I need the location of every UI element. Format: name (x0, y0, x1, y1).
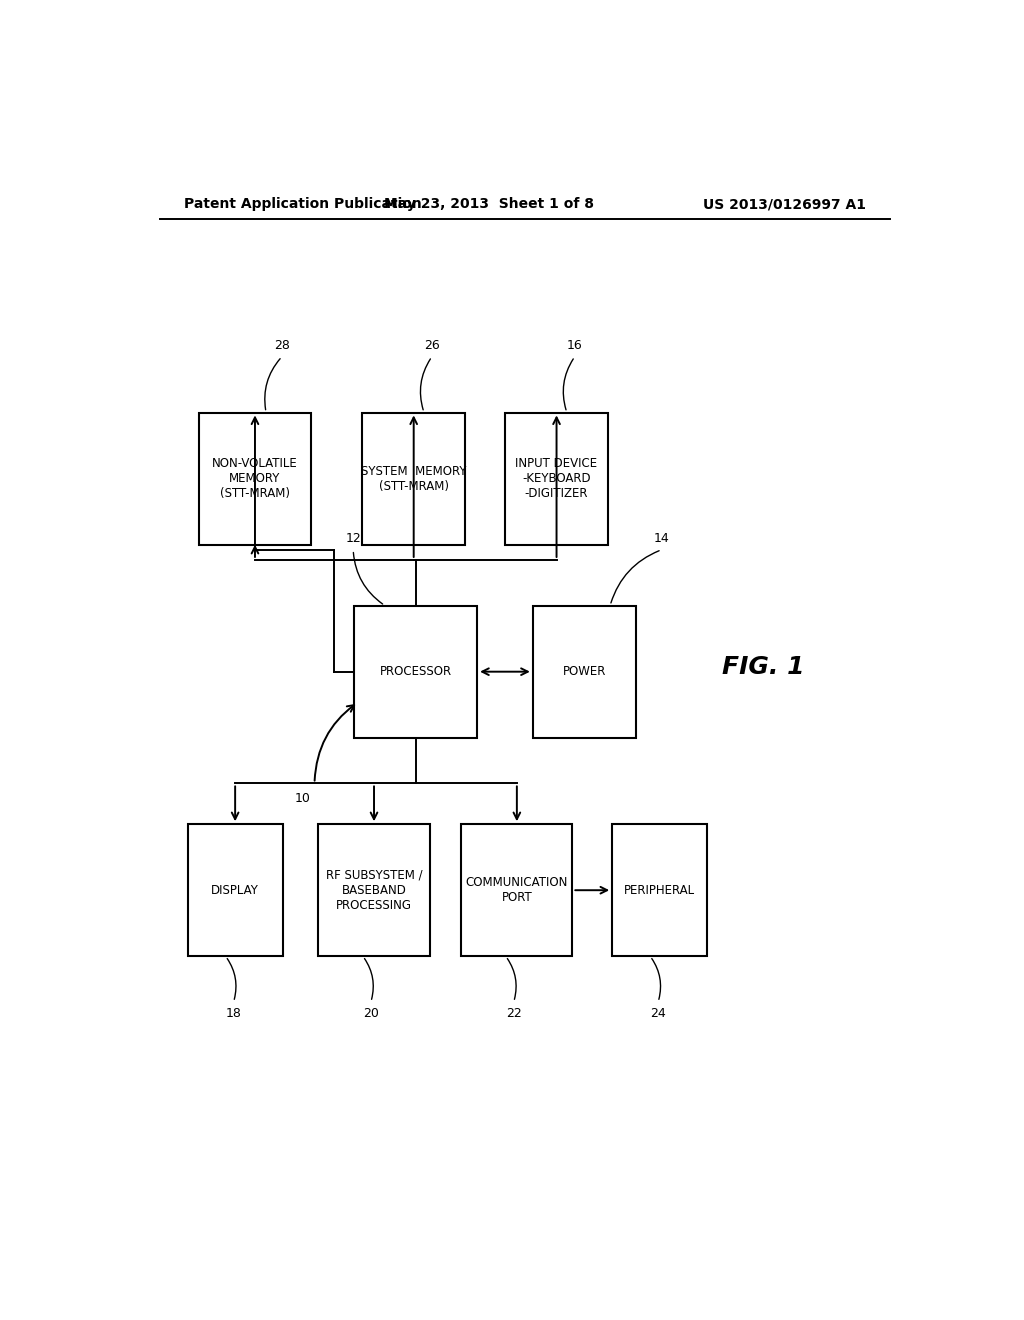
Text: PERIPHERAL: PERIPHERAL (625, 883, 695, 896)
Text: INPUT DEVICE
-KEYBOARD
-DIGITIZER: INPUT DEVICE -KEYBOARD -DIGITIZER (515, 457, 598, 500)
Text: NON-VOLATILE
MEMORY
(STT-MRAM): NON-VOLATILE MEMORY (STT-MRAM) (212, 457, 298, 500)
Text: 20: 20 (362, 1007, 379, 1020)
Text: US 2013/0126997 A1: US 2013/0126997 A1 (703, 197, 866, 211)
Bar (532, 606, 636, 738)
Text: 10: 10 (295, 792, 310, 805)
Text: DISPLAY: DISPLAY (211, 883, 259, 896)
Text: Patent Application Publication: Patent Application Publication (183, 197, 421, 211)
Text: PROCESSOR: PROCESSOR (380, 665, 452, 678)
Text: POWER: POWER (562, 665, 606, 678)
Text: RF SUBSYSTEM /
BASEBAND
PROCESSING: RF SUBSYSTEM / BASEBAND PROCESSING (326, 869, 422, 912)
Text: COMMUNICATION
PORT: COMMUNICATION PORT (466, 876, 568, 904)
Bar (187, 824, 283, 956)
Text: 16: 16 (567, 338, 583, 351)
Bar (318, 824, 430, 956)
Text: 12: 12 (345, 532, 361, 545)
Text: 14: 14 (653, 532, 670, 545)
Text: 24: 24 (650, 1007, 666, 1020)
Bar (200, 413, 310, 545)
Text: 28: 28 (274, 338, 290, 351)
Text: 22: 22 (506, 1007, 521, 1020)
Bar (354, 606, 477, 738)
Text: 26: 26 (424, 338, 440, 351)
Bar (612, 824, 708, 956)
Bar (461, 824, 572, 956)
Text: FIG. 1: FIG. 1 (722, 655, 804, 678)
Text: 18: 18 (225, 1007, 242, 1020)
Bar (505, 413, 608, 545)
Text: May 23, 2013  Sheet 1 of 8: May 23, 2013 Sheet 1 of 8 (384, 197, 594, 211)
Bar (362, 413, 465, 545)
Text: SYSTEM  MEMORY
(STT-MRAM): SYSTEM MEMORY (STT-MRAM) (360, 465, 467, 492)
